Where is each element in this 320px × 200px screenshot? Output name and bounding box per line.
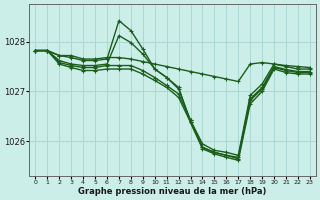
X-axis label: Graphe pression niveau de la mer (hPa): Graphe pression niveau de la mer (hPa)	[78, 187, 267, 196]
